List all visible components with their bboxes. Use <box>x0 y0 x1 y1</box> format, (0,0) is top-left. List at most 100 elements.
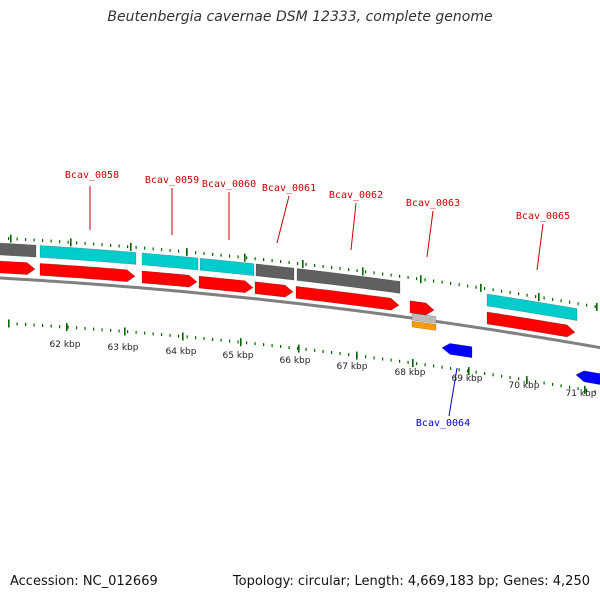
lower-scale-minor-tick <box>560 384 562 388</box>
gene-block-6 <box>486 293 578 321</box>
gene-block-2 <box>141 252 199 271</box>
lower-scale-major-tick <box>412 359 414 367</box>
lower-scale-minor-tick <box>178 334 180 338</box>
upper-scale-minor-tick <box>543 296 545 300</box>
lower-scale-minor-tick <box>484 372 486 375</box>
lower-scale-minor-tick <box>382 357 384 361</box>
lower-scale-major-tick <box>584 385 586 394</box>
cds-reverse-arrow-1 <box>575 370 600 385</box>
gene-label: Bcav_0061 <box>262 183 316 194</box>
lower-scale-minor-tick <box>305 347 307 351</box>
upper-scale-minor-tick <box>407 275 409 279</box>
upper-scale-minor-tick <box>475 285 477 289</box>
lower-scale-minor-tick <box>390 358 392 362</box>
upper-scale-major-tick <box>70 238 72 247</box>
lower-scale-major-tick <box>468 367 470 376</box>
gene-label: Bcav_0062 <box>329 190 383 201</box>
lower-scale-minor-tick <box>373 356 375 360</box>
lower-scale-minor-tick <box>33 323 35 327</box>
label-leader-line <box>426 210 434 258</box>
upper-scale-minor-tick <box>526 293 528 297</box>
upper-scale-minor-tick <box>450 281 452 285</box>
lower-scale-minor-tick <box>322 350 324 353</box>
kbp-label: 62 kbp <box>50 340 81 350</box>
lower-scale-minor-tick <box>407 360 409 364</box>
lower-scale-minor-tick <box>467 369 469 373</box>
lower-scale-minor-tick <box>195 336 197 340</box>
upper-scale-minor-tick <box>365 270 367 274</box>
kbp-label: 64 kbp <box>166 347 197 357</box>
upper-scale-minor-tick <box>16 237 18 241</box>
lower-scale-minor-tick <box>237 340 239 344</box>
cds-forward-arrow-1 <box>39 263 136 283</box>
upper-scale-minor-tick <box>356 269 358 273</box>
lower-scale-minor-tick <box>118 329 120 333</box>
upper-scale-minor-tick <box>271 259 273 263</box>
lower-scale-minor-tick <box>25 323 27 326</box>
backbone-line <box>0 276 600 350</box>
lower-scale-minor-tick <box>212 337 214 341</box>
lower-scale-major-tick <box>356 351 358 360</box>
lower-scale-minor-tick <box>577 387 579 391</box>
lower-scale-minor-tick <box>569 385 571 389</box>
rna-feature-block <box>411 320 437 331</box>
lower-scale-minor-tick <box>59 325 61 329</box>
lower-scale-minor-tick <box>450 366 452 370</box>
lower-scale-minor-tick <box>331 351 333 354</box>
upper-scale-minor-tick <box>288 261 290 264</box>
upper-scale-minor-tick <box>305 262 307 266</box>
map-title: Beutenbergia cavernae DSM 12333, complet… <box>107 9 493 25</box>
upper-scale-minor-tick <box>229 254 231 258</box>
cds-forward-arrow-5 <box>295 285 400 311</box>
upper-scale-minor-tick <box>433 279 435 283</box>
label-leader-line <box>536 223 544 271</box>
lower-scale-major-tick <box>124 327 126 336</box>
upper-scale-major-tick <box>596 302 598 311</box>
upper-scale-major-tick <box>130 243 132 251</box>
upper-scale-minor-tick <box>93 242 95 246</box>
lower-scale-major-tick <box>240 338 242 347</box>
kbp-label: 65 kbp <box>223 351 254 361</box>
lower-scale-minor-tick <box>535 380 537 384</box>
upper-scale-minor-tick <box>118 244 120 248</box>
gene-block-5 <box>296 268 401 294</box>
lower-scale-major-tick <box>182 332 184 341</box>
upper-scale-minor-tick <box>42 239 44 242</box>
upper-scale-minor-tick <box>59 240 61 244</box>
kbp-label: 67 kbp <box>337 362 368 372</box>
lower-scale-minor-tick <box>203 337 205 340</box>
upper-scale-minor-tick <box>373 271 375 275</box>
kbp-label: 66 kbp <box>280 356 311 366</box>
lower-scale-minor-tick <box>280 345 282 348</box>
gene-label: Bcav_0065 <box>516 211 570 222</box>
lower-scale-minor-tick <box>314 348 316 352</box>
upper-scale-major-tick <box>186 247 188 256</box>
lower-scale-minor-tick <box>229 339 231 343</box>
lower-scale-minor-tick <box>67 325 69 329</box>
upper-scale-minor-tick <box>458 283 460 287</box>
lower-scale-minor-tick <box>594 390 596 394</box>
kbp-label: 70 kbp <box>509 381 540 391</box>
upper-scale-minor-tick <box>339 267 341 270</box>
upper-scale-minor-tick <box>161 248 163 252</box>
lower-scale-minor-tick <box>509 376 511 379</box>
upper-scale-minor-tick <box>560 299 562 303</box>
upper-scale-minor-tick <box>212 252 214 256</box>
upper-scale-minor-tick <box>569 300 571 304</box>
rna-gene-block <box>411 312 437 324</box>
upper-scale-minor-tick <box>280 260 282 263</box>
upper-scale-minor-tick <box>484 287 486 290</box>
upper-scale-minor-tick <box>322 265 324 268</box>
lower-scale-minor-tick <box>339 352 341 355</box>
cds-forward-arrow-2 <box>141 270 198 288</box>
upper-scale-minor-tick <box>50 239 52 243</box>
lower-scale-minor-tick <box>433 364 435 368</box>
lower-scale-minor-tick <box>288 346 290 349</box>
upper-scale-minor-tick <box>101 243 103 247</box>
upper-scale-major-tick <box>538 293 540 302</box>
gene-label: Bcav_0059 <box>145 175 199 186</box>
lower-scale-minor-tick <box>186 335 188 339</box>
upper-scale-minor-tick <box>297 262 299 265</box>
label-leader-line <box>448 367 458 417</box>
